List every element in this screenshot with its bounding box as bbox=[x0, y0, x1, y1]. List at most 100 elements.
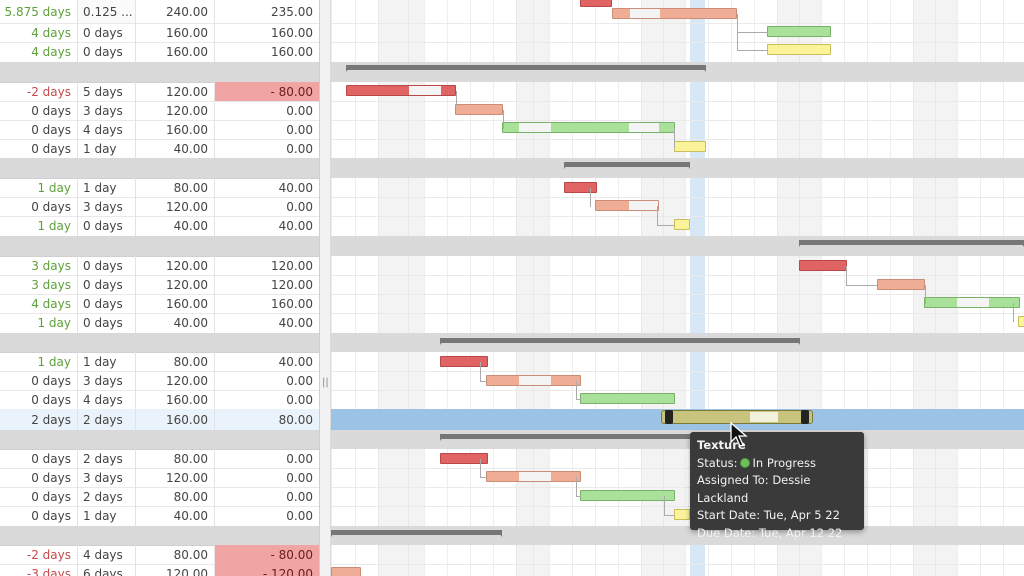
task-bar[interactable] bbox=[486, 471, 581, 482]
duration-cell[interactable]: 4 days bbox=[78, 545, 136, 564]
task-row[interactable]: 4 days 0 days 160.00 160.00 bbox=[0, 23, 319, 43]
task-row[interactable]: 1 day 1 day 80.00 40.00 bbox=[0, 352, 319, 372]
duration-cell[interactable]: 3 days bbox=[78, 468, 136, 487]
work-cell[interactable]: 80.00 bbox=[136, 449, 215, 468]
task-bar[interactable] bbox=[580, 0, 612, 7]
task-row[interactable]: 0 days 3 days 120.00 0.00 bbox=[0, 197, 319, 217]
work-cell[interactable]: 120.00 bbox=[136, 256, 215, 275]
task-row[interactable]: 5.875 days 0.125 ... 240.00 235.00 bbox=[0, 0, 319, 24]
task-bar[interactable] bbox=[674, 509, 690, 520]
remaining-cell[interactable]: - 80.00 bbox=[215, 82, 319, 101]
slack-cell[interactable]: 0 days bbox=[0, 120, 78, 139]
remaining-cell[interactable]: 0.00 bbox=[286, 451, 313, 466]
duration-cell[interactable]: 3 days bbox=[78, 101, 136, 120]
duration-cell[interactable]: 3 days bbox=[78, 371, 136, 390]
summary-bracket[interactable] bbox=[799, 240, 1024, 247]
remaining-cell[interactable]: 0.00 bbox=[286, 103, 313, 118]
work-cell[interactable]: 120.00 bbox=[136, 371, 215, 390]
slack-cell[interactable]: 0 days bbox=[0, 371, 78, 390]
slack-cell[interactable]: 4 days bbox=[0, 23, 78, 42]
duration-cell[interactable]: 0 days bbox=[78, 42, 136, 62]
task-row[interactable]: 1 day 0 days 40.00 40.00 bbox=[0, 216, 319, 237]
remaining-cell[interactable]: 120.00 bbox=[271, 258, 313, 273]
duration-cell[interactable]: 0 days bbox=[78, 23, 136, 42]
group-header-row[interactable] bbox=[0, 430, 319, 450]
work-cell[interactable]: 120.00 bbox=[136, 275, 215, 294]
work-cell[interactable]: 40.00 bbox=[136, 139, 215, 158]
work-cell[interactable]: 160.00 bbox=[136, 42, 215, 62]
remaining-cell[interactable]: 40.00 bbox=[278, 316, 313, 330]
task-row[interactable]: 0 days 2 days 80.00 0.00 bbox=[0, 449, 319, 469]
duration-cell[interactable]: 1 day bbox=[78, 352, 136, 371]
task-bar[interactable] bbox=[767, 44, 831, 55]
slack-cell[interactable]: 1 day bbox=[0, 313, 78, 333]
task-bar[interactable] bbox=[612, 8, 737, 19]
work-cell[interactable]: 120.00 bbox=[136, 564, 215, 576]
task-bar[interactable] bbox=[1018, 316, 1024, 327]
task-row[interactable]: 0 days 3 days 120.00 0.00 bbox=[0, 371, 319, 391]
group-header-row[interactable] bbox=[0, 526, 319, 546]
work-cell[interactable]: 120.00 bbox=[136, 82, 215, 101]
group-header-row[interactable] bbox=[0, 236, 319, 257]
slack-cell[interactable]: 0 days bbox=[0, 468, 78, 487]
task-bar[interactable] bbox=[440, 356, 488, 367]
remaining-cell[interactable]: 0.00 bbox=[286, 199, 313, 214]
slack-cell[interactable]: 1 day bbox=[0, 178, 78, 197]
remaining-cell[interactable]: 40.00 bbox=[278, 180, 313, 195]
remaining-cell[interactable]: 0.00 bbox=[286, 392, 313, 407]
remaining-cell[interactable]: - 80.00 bbox=[215, 545, 319, 564]
task-row[interactable]: -3 days 6 days 120.00- 120.00 bbox=[0, 564, 319, 576]
duration-cell[interactable]: 0 days bbox=[78, 256, 136, 275]
duration-cell[interactable]: 0 days bbox=[78, 313, 136, 333]
remaining-cell[interactable]: 235.00 bbox=[271, 4, 313, 19]
task-bar[interactable] bbox=[674, 219, 690, 230]
task-row[interactable]: 0 days 2 days 80.00 0.00 bbox=[0, 487, 319, 507]
slack-cell[interactable]: 4 days bbox=[0, 42, 78, 62]
task-row[interactable]: 1 day 1 day 80.00 40.00 bbox=[0, 178, 319, 198]
remaining-cell[interactable]: 0.00 bbox=[286, 141, 313, 156]
task-row[interactable]: -2 days 4 days 80.00- 80.00 bbox=[0, 545, 319, 565]
slack-cell[interactable]: 0 days bbox=[0, 390, 78, 409]
task-bar[interactable] bbox=[440, 453, 488, 464]
slack-cell[interactable]: 2 days bbox=[0, 409, 78, 430]
slack-cell[interactable]: 0 days bbox=[0, 101, 78, 120]
duration-cell[interactable]: 0 days bbox=[78, 275, 136, 294]
slack-cell[interactable]: 4 days bbox=[0, 294, 78, 313]
summary-bracket[interactable] bbox=[331, 530, 502, 537]
work-cell[interactable]: 240.00 bbox=[136, 0, 215, 23]
task-bar[interactable] bbox=[486, 375, 581, 386]
slack-cell[interactable]: 5.875 days bbox=[0, 0, 78, 23]
task-bar[interactable] bbox=[767, 26, 831, 37]
remaining-cell[interactable]: 0.00 bbox=[286, 470, 313, 485]
remaining-cell[interactable]: 0.00 bbox=[286, 509, 313, 523]
task-row[interactable]: 0 days 4 days 160.00 0.00 bbox=[0, 390, 319, 410]
duration-cell[interactable]: 2 days bbox=[78, 487, 136, 506]
task-bar[interactable] bbox=[799, 260, 847, 271]
task-row[interactable]: 4 days 0 days 160.00 160.00 bbox=[0, 294, 319, 314]
remaining-cell[interactable]: 160.00 bbox=[271, 45, 313, 59]
task-bar[interactable] bbox=[580, 393, 675, 404]
pane-splitter[interactable]: || bbox=[320, 0, 331, 576]
summary-bracket[interactable] bbox=[564, 162, 690, 169]
remaining-cell[interactable]: 40.00 bbox=[278, 354, 313, 369]
work-cell[interactable]: 120.00 bbox=[136, 468, 215, 487]
task-bar[interactable] bbox=[346, 85, 456, 96]
slack-cell[interactable]: 0 days bbox=[0, 139, 78, 158]
task-row[interactable]: -2 days 5 days 120.00- 80.00 bbox=[0, 82, 319, 102]
duration-cell[interactable]: 5 days bbox=[78, 82, 136, 101]
group-header-row[interactable] bbox=[0, 333, 319, 353]
slack-cell[interactable]: 0 days bbox=[0, 449, 78, 468]
work-cell[interactable]: 160.00 bbox=[136, 23, 215, 42]
remaining-cell[interactable]: 80.00 bbox=[278, 412, 313, 427]
slack-cell[interactable]: 0 days bbox=[0, 487, 78, 506]
duration-cell[interactable]: 3 days bbox=[78, 197, 136, 216]
work-cell[interactable]: 120.00 bbox=[136, 101, 215, 120]
slack-cell[interactable]: 3 days bbox=[0, 275, 78, 294]
remaining-cell[interactable]: - 120.00 bbox=[215, 564, 319, 576]
slack-cell[interactable]: -2 days bbox=[0, 82, 78, 101]
remaining-cell[interactable]: 0.00 bbox=[286, 122, 313, 137]
task-bar[interactable] bbox=[580, 490, 675, 501]
task-bar[interactable] bbox=[331, 567, 361, 576]
duration-cell[interactable]: 1 day bbox=[78, 506, 136, 526]
task-bar[interactable] bbox=[564, 182, 597, 193]
